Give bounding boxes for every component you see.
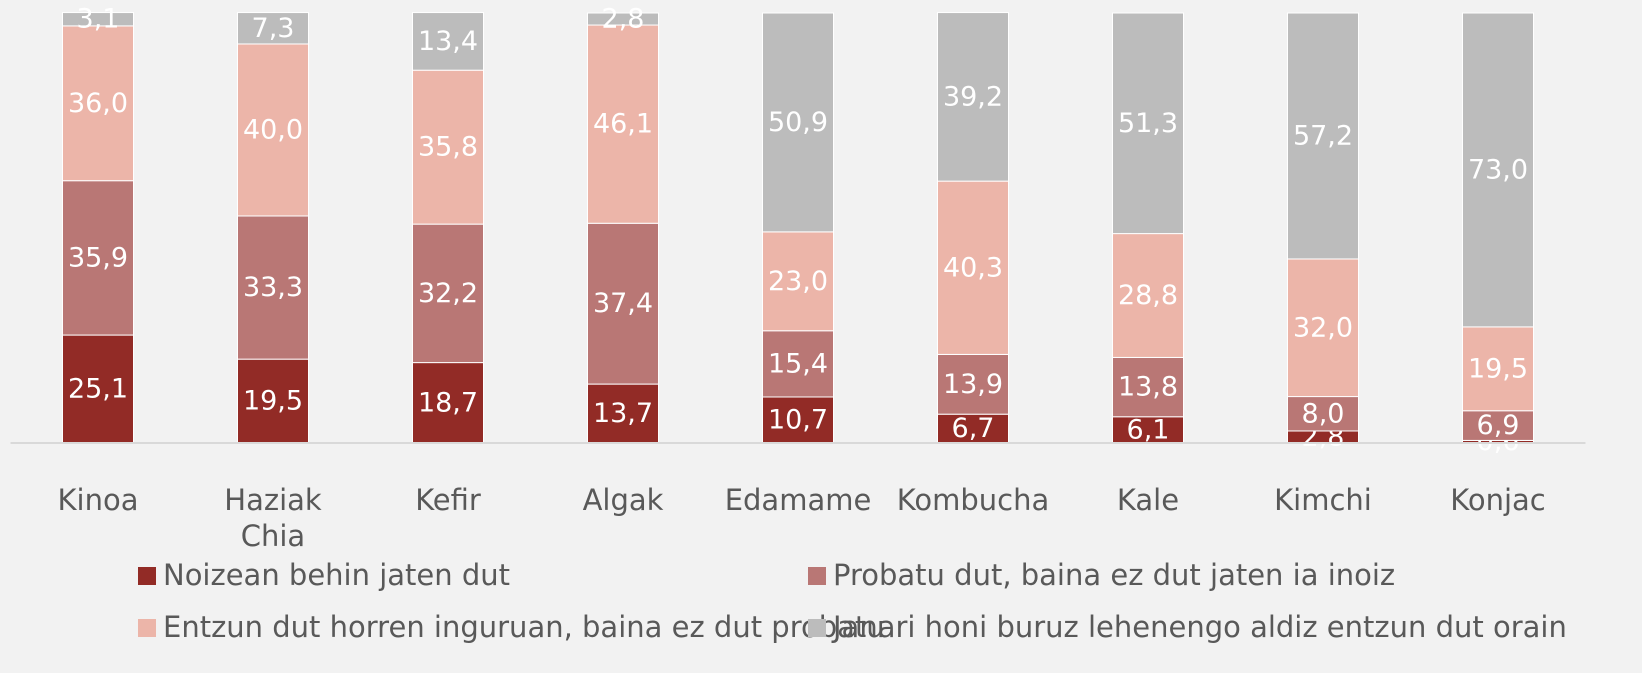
x-tick-label: Kinoa [11, 482, 186, 518]
data-label: 40,0 [243, 114, 303, 145]
legend-swatch [808, 567, 826, 585]
x-tick-label: Kale [1061, 482, 1236, 518]
data-label: 13,9 [943, 369, 1003, 400]
bar-segment [587, 24, 659, 224]
data-label: 57,2 [1293, 120, 1353, 151]
bar-segment [62, 334, 134, 444]
x-tick-text: Edamame [724, 483, 872, 517]
bar-segment [412, 362, 484, 444]
data-label: 46,1 [593, 109, 653, 140]
x-tick-text: Kimchi [1274, 483, 1372, 517]
data-label: 39,2 [943, 81, 1003, 112]
bar-segment [237, 12, 309, 45]
data-label: 40,3 [943, 252, 1003, 283]
bar-segment [587, 383, 659, 444]
bar-segment [937, 413, 1009, 444]
data-label: 10,7 [768, 404, 828, 435]
data-label: 28,8 [1118, 280, 1178, 311]
legend-label: Janari honi buruz lehenengo aldiz entzun… [831, 610, 1567, 644]
bar-segment [237, 215, 309, 360]
legend-label: Noizean behin jaten dut [163, 558, 510, 592]
x-tick-text: Haziak Chia [224, 483, 322, 553]
data-label: 35,8 [418, 132, 478, 163]
legend-swatch [138, 619, 156, 637]
bar-segment [1462, 12, 1534, 328]
data-label: 13,8 [1118, 372, 1178, 403]
bar-segment [62, 12, 134, 27]
x-tick-text: Algak [582, 483, 664, 517]
bar-segment [762, 12, 834, 233]
legend-swatch [808, 619, 826, 637]
legend-swatch [138, 567, 156, 585]
x-tick-text: Kefir [415, 483, 481, 517]
bar-segment [937, 353, 1009, 415]
data-label: 51,3 [1118, 108, 1178, 139]
x-tick-label: Kimchi [1236, 482, 1411, 518]
bar-segment [1287, 396, 1359, 432]
data-label: 19,5 [243, 386, 303, 417]
bar-segment [412, 223, 484, 364]
data-label: 37,4 [593, 288, 653, 319]
data-label: 6,1 [1127, 414, 1170, 445]
x-tick-label: Algak [536, 482, 711, 518]
x-tick-text: Kombucha [896, 483, 1050, 517]
data-label: 33,3 [243, 272, 303, 303]
x-tick-label: Haziak Chia [186, 482, 361, 554]
bar-segment [1462, 326, 1534, 412]
x-tick-label: Kombucha [886, 482, 1061, 518]
bar-segment [1287, 12, 1359, 260]
bar-segment [937, 12, 1009, 182]
bar-segment [762, 396, 834, 444]
bar-segment [587, 12, 659, 26]
data-label: 32,0 [1293, 312, 1353, 343]
data-label: 35,9 [68, 242, 128, 273]
data-label: 50,9 [768, 107, 828, 138]
data-label: 6,7 [952, 413, 995, 444]
bar-segment [1287, 258, 1359, 398]
bar-segment [62, 180, 134, 336]
bar-segment [762, 330, 834, 398]
legend-label: Probatu dut, baina ez dut jaten ia inoiz [833, 558, 1395, 592]
data-label: 15,4 [768, 348, 828, 379]
x-tick-label: Kefir [361, 482, 536, 518]
data-label: 13,7 [593, 398, 653, 429]
data-label: 7,3 [252, 13, 295, 44]
bar-segment [412, 69, 484, 225]
legend-label: Entzun dut horren inguruan, baina ez dut… [163, 610, 885, 644]
bar-segment [587, 222, 659, 385]
x-tick-label: Edamame [711, 482, 886, 518]
bar-segment [1112, 12, 1184, 235]
data-label: 25,1 [68, 374, 128, 405]
bar-segment [237, 43, 309, 217]
data-label: 36,0 [68, 88, 128, 119]
data-label: 6,9 [1477, 410, 1520, 441]
x-tick-label: Konjac [1411, 482, 1586, 518]
bar-segment [412, 12, 484, 71]
data-label: 19,5 [1468, 353, 1528, 384]
data-label: 13,4 [418, 26, 478, 57]
data-label: 8,0 [1302, 398, 1345, 429]
data-label: 23,0 [768, 266, 828, 297]
x-tick-text: Kinoa [57, 483, 139, 517]
bar-segment [762, 231, 834, 332]
bar-segment [937, 180, 1009, 355]
data-label: 3,1 [77, 4, 120, 35]
data-label: 73,0 [1468, 154, 1528, 185]
x-tick-text: Kale [1116, 483, 1180, 517]
data-label: 32,2 [418, 278, 478, 309]
data-label: 2,8 [602, 4, 645, 35]
x-tick-text: Konjac [1450, 483, 1546, 517]
bar-segment [1112, 233, 1184, 358]
data-label: 18,7 [418, 387, 478, 418]
bar-segment [1112, 416, 1184, 444]
